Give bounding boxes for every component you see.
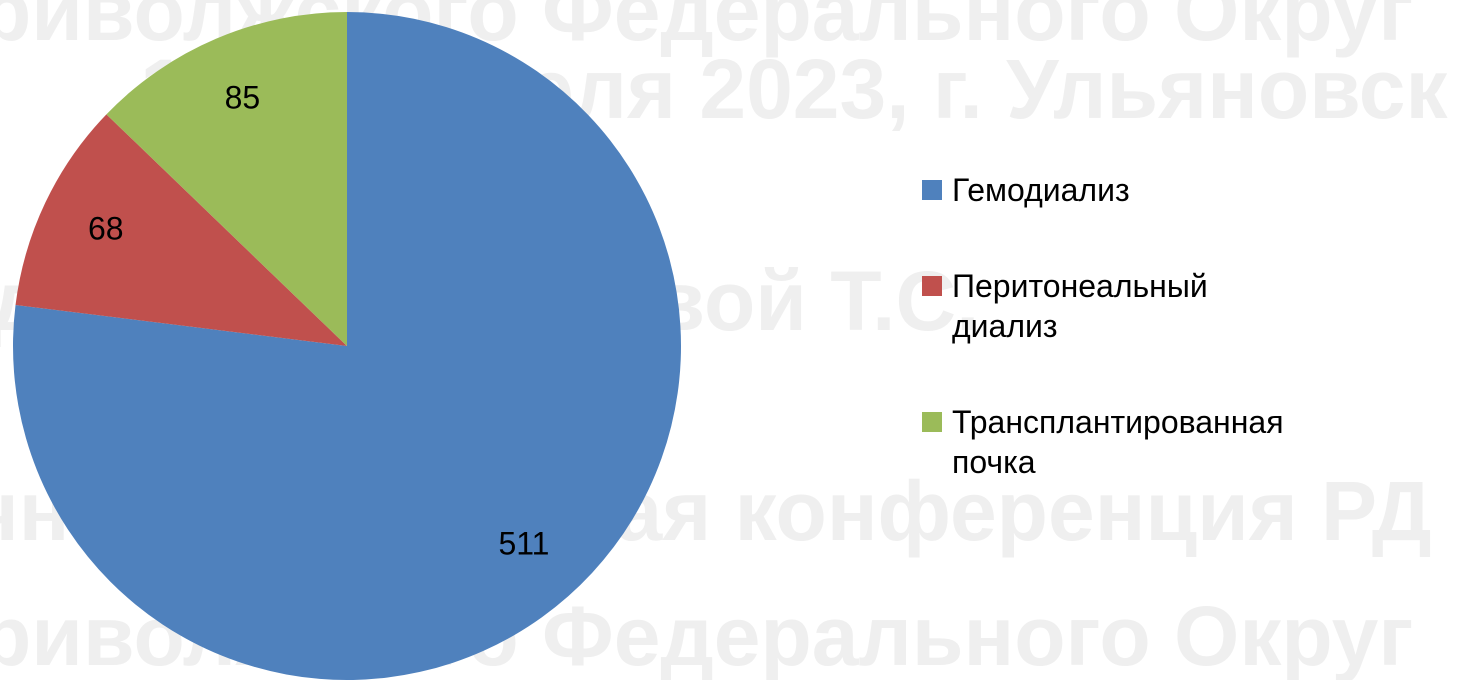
legend-swatch xyxy=(922,412,942,432)
pie-slice xyxy=(106,12,347,346)
legend-label: Гемодиализ xyxy=(952,172,1130,208)
data-label: 85 xyxy=(225,80,261,116)
legend-item: Гемодиализ xyxy=(922,170,1442,210)
legend-item: Трансплантированная почка xyxy=(922,402,1442,482)
legend: Гемодиализ Перитонеальный диализ Трансплан… xyxy=(922,170,1442,538)
legend-label: Трансплантированная почка xyxy=(952,404,1284,480)
legend-item: Перитонеальный диализ xyxy=(922,266,1442,346)
pie-slice xyxy=(15,114,348,346)
data-label: 68 xyxy=(88,210,124,246)
legend-swatch xyxy=(922,180,942,200)
legend-label: Перитонеальный диализ xyxy=(952,268,1208,344)
legend-swatch xyxy=(922,276,942,296)
pie-slice xyxy=(13,12,681,680)
data-label: 511 xyxy=(498,526,549,562)
